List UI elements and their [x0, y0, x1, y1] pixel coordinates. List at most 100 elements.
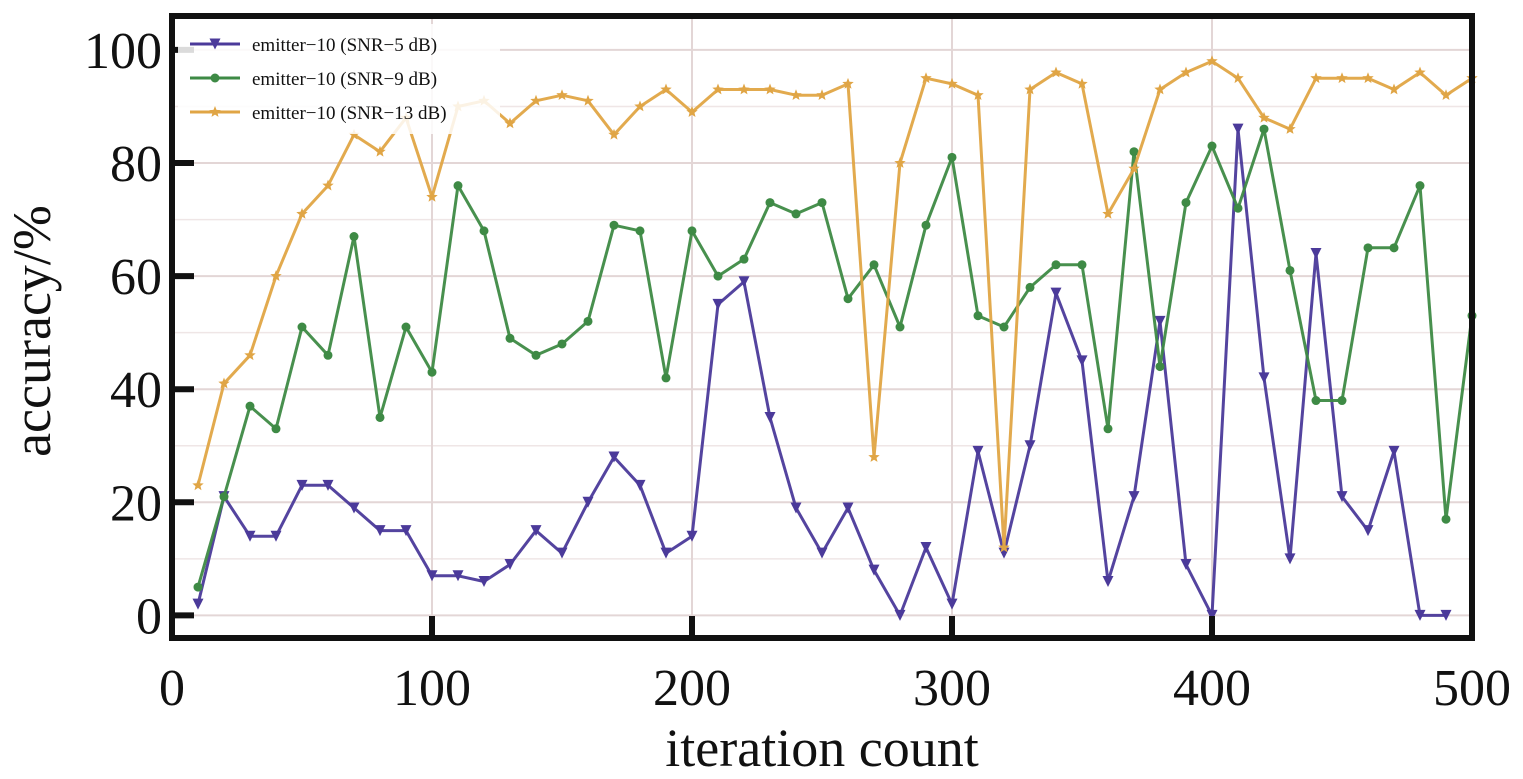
- data-point: [790, 502, 802, 514]
- data-point: [1440, 609, 1452, 621]
- data-point: [1284, 553, 1296, 565]
- data-point: [1310, 247, 1322, 259]
- data-point: [219, 492, 229, 502]
- data-point: [582, 94, 594, 106]
- data-point: [193, 582, 203, 592]
- y-tick-label: 80: [110, 136, 162, 193]
- data-point: [1389, 243, 1399, 253]
- y-tick-label: 40: [110, 362, 162, 419]
- data-point: [504, 558, 516, 570]
- data-point: [842, 502, 854, 514]
- data-point: [894, 157, 906, 168]
- data-point: [1024, 83, 1036, 95]
- data-point: [634, 100, 646, 112]
- data-point: [322, 479, 334, 491]
- series-1: [192, 123, 1452, 621]
- data-point: [505, 333, 515, 343]
- data-point: [972, 445, 984, 457]
- data-point: [531, 350, 541, 360]
- legend-entry: emitter−10 (SNR−13 dB): [190, 103, 447, 124]
- data-point: [296, 479, 308, 491]
- data-point: [946, 77, 958, 89]
- data-point: [895, 322, 905, 332]
- data-point: [790, 89, 802, 100]
- data-point: [1024, 440, 1036, 452]
- data-point: [1181, 198, 1191, 208]
- data-point: [1440, 89, 1452, 100]
- data-point: [270, 530, 282, 542]
- legend-entry: emitter−10 (SNR−5 dB): [190, 35, 437, 56]
- data-point: [1129, 147, 1139, 157]
- data-point: [609, 220, 619, 230]
- data-point: [348, 502, 360, 514]
- data-point: [791, 209, 801, 219]
- data-point: [765, 198, 775, 208]
- data-point: [869, 260, 879, 270]
- data-point: [453, 181, 463, 191]
- data-point: [816, 547, 828, 559]
- data-point: [843, 294, 853, 304]
- data-point: [401, 322, 411, 332]
- data-point: [349, 232, 359, 242]
- data-point: [608, 451, 620, 463]
- data-point: [1050, 66, 1062, 78]
- data-point: [764, 83, 776, 95]
- data-point: [1154, 83, 1166, 95]
- x-tick-label: 200: [653, 660, 731, 717]
- data-point: [1102, 575, 1114, 587]
- data-point: [1414, 66, 1426, 78]
- series-2: [193, 124, 1477, 592]
- data-point: [868, 451, 880, 462]
- data-point: [556, 89, 568, 100]
- data-point: [374, 145, 386, 157]
- data-point: [1102, 207, 1114, 219]
- data-point: [504, 117, 516, 129]
- data-point: [920, 72, 932, 84]
- data-point: [764, 411, 776, 423]
- data-point: [738, 83, 750, 95]
- data-point: [1206, 55, 1218, 67]
- data-point: [1051, 260, 1061, 270]
- y-axis-title: accuracy/%: [2, 205, 62, 457]
- data-point: [557, 339, 567, 349]
- data-point: [1388, 445, 1400, 457]
- x-tick-label: 0: [159, 660, 185, 717]
- plot-frame: [169, 13, 1475, 641]
- data-point: [556, 547, 568, 559]
- data-point: [1128, 162, 1140, 174]
- data-point: [1441, 514, 1451, 524]
- data-point: [374, 525, 386, 537]
- data-point: [946, 598, 958, 610]
- data-point: [686, 530, 698, 542]
- data-point: [1258, 111, 1270, 123]
- data-point: [999, 322, 1009, 332]
- data-point: [738, 276, 750, 288]
- data-point: [270, 270, 282, 281]
- data-point: [712, 298, 724, 310]
- series-layer: [192, 55, 1478, 621]
- data-point: [661, 373, 671, 383]
- data-point: [1285, 265, 1295, 275]
- data-point: [1206, 609, 1218, 621]
- data-point: [478, 575, 490, 587]
- data-point: [842, 77, 854, 89]
- data-point: [245, 401, 255, 411]
- data-point: [271, 424, 281, 434]
- x-tick-label: 500: [1433, 660, 1511, 717]
- data-point: [998, 541, 1010, 553]
- data-point: [1077, 260, 1087, 270]
- data-point: [209, 38, 221, 50]
- data-point: [1050, 287, 1062, 299]
- y-tick-label: 20: [110, 475, 162, 532]
- legend-label: emitter−10 (SNR−5 dB): [252, 35, 437, 56]
- data-point: [868, 564, 880, 576]
- data-point: [1415, 181, 1425, 191]
- data-point: [426, 570, 438, 582]
- x-axis-title: iteration count: [665, 718, 978, 778]
- data-point: [1103, 424, 1113, 434]
- data-point: [816, 89, 828, 100]
- data-point: [297, 322, 307, 332]
- data-point: [348, 128, 360, 140]
- data-point: [1076, 355, 1088, 367]
